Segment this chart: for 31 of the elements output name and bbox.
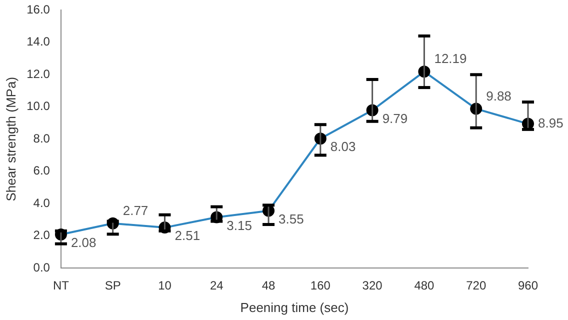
x-tick-label: 720 [466,278,486,293]
data-label: 9.79 [382,110,408,126]
data-label: 8.95 [538,115,564,130]
x-tick-label: 24 [210,278,224,293]
data-label: 2.51 [174,228,200,244]
y-tick-label: 10.0 [26,99,50,114]
x-tick-label: 10 [158,278,172,293]
x-tick-label: 320 [362,278,383,293]
x-tick-label: 160 [310,278,331,293]
x-tick-label: SP [104,278,121,293]
data-label: 9.88 [486,88,512,104]
y-tick-label: 4.0 [33,196,50,210]
data-label: 3.15 [226,218,252,233]
data-label: 12.19 [434,51,467,66]
x-tick-label: 960 [518,278,538,293]
y-tick-label: 8.0 [33,131,50,146]
y-tick-label: 0.0 [33,260,50,274]
data-label: 2.77 [122,202,148,218]
x-tick-label: 480 [414,278,435,293]
y-tick-label: 2.0 [33,228,50,242]
data-label: 2.08 [70,235,96,250]
data-label: 3.55 [278,211,304,226]
y-tick-label: 16.0 [26,2,50,17]
y-tick-label: 6.0 [33,164,50,178]
y-axis-title: Shear strength (MPa) [3,76,18,202]
x-axis-title: Peening time (sec) [240,300,349,315]
x-tick-label: NT [52,278,70,293]
y-tick-label: 14.0 [26,34,50,49]
y-tick-label: 12.0 [26,66,50,81]
data-label: 8.03 [330,139,356,154]
x-tick-label: 48 [262,278,276,293]
